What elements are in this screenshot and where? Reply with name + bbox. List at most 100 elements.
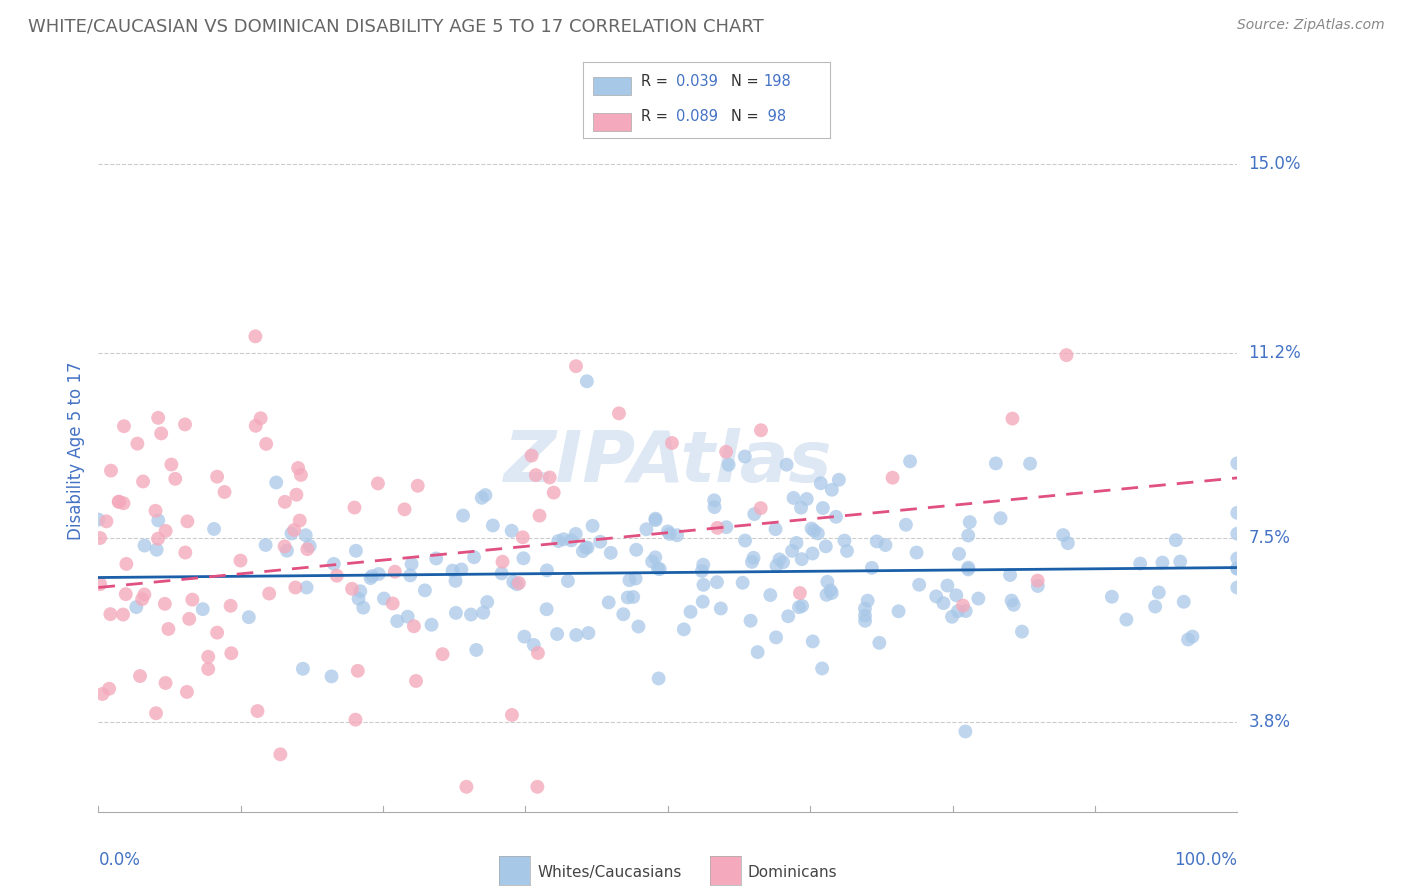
Bar (593, 77, 631, 95)
Point (742, 507, 765, 521)
Point (361, 569, 384, 583)
Point (957, 528, 980, 542)
Text: 198: 198 (763, 74, 790, 89)
Point (692, 578, 714, 592)
Point (134, 587, 156, 601)
Point (801, 634, 824, 648)
Point (322, 557, 344, 571)
Point (205, 625, 228, 640)
Point (131, 592, 153, 607)
Point (1056, 348, 1078, 362)
Point (814, 539, 837, 553)
Point (706, 575, 728, 590)
Point (690, 564, 713, 578)
Point (990, 511, 1012, 525)
Point (160, 458, 183, 472)
Point (741, 555, 763, 569)
Point (214, 485, 236, 500)
Point (894, 517, 917, 532)
Point (536, 563, 558, 577)
Point (657, 524, 679, 539)
Point (274, 495, 297, 509)
Point (326, 568, 349, 582)
Point (1226, 526, 1249, 541)
Point (1115, 613, 1137, 627)
Text: 15.0%: 15.0% (1249, 155, 1301, 173)
Point (546, 627, 568, 641)
Point (959, 515, 981, 529)
Point (780, 544, 803, 558)
Point (775, 458, 797, 472)
Point (526, 780, 548, 794)
Text: WHITE/CAUCASIAN VS DOMINICAN DISABILITY AGE 5 TO 17 CORRELATION CHART: WHITE/CAUCASIAN VS DOMINICAN DISABILITY … (28, 18, 763, 36)
Point (815, 588, 838, 602)
Point (599, 546, 621, 560)
Point (125, 600, 148, 615)
Point (1226, 581, 1249, 595)
Text: Dominicans: Dominicans (748, 865, 838, 880)
Point (672, 623, 695, 637)
Point (145, 542, 167, 557)
Point (89, 577, 111, 591)
Point (98, 681, 121, 696)
Point (273, 540, 295, 554)
Point (749, 423, 772, 437)
Point (543, 485, 565, 500)
Point (202, 522, 225, 536)
Point (405, 673, 427, 688)
Point (413, 583, 436, 598)
Point (527, 646, 550, 660)
Point (197, 662, 219, 676)
Point (491, 555, 513, 569)
Point (181, 592, 204, 607)
Point (1129, 557, 1152, 571)
Point (984, 456, 1007, 470)
Point (778, 609, 800, 624)
Point (834, 533, 856, 548)
Point (936, 578, 959, 592)
Point (734, 450, 756, 464)
Point (1173, 595, 1195, 609)
Point (710, 601, 733, 615)
Point (114, 587, 136, 601)
Point (381, 597, 404, 611)
Text: Whites/Caucasians: Whites/Caucasians (537, 865, 682, 880)
Point (575, 374, 598, 388)
Point (998, 568, 1021, 582)
Point (703, 493, 725, 508)
Point (1001, 411, 1024, 425)
Point (731, 575, 754, 590)
Point (853, 601, 876, 615)
Point (471, 491, 494, 505)
Point (465, 643, 488, 657)
Point (607, 406, 630, 420)
Point (1057, 536, 1080, 550)
Point (619, 573, 641, 587)
Point (474, 488, 496, 502)
Text: R =: R = (641, 109, 672, 124)
Point (297, 542, 319, 557)
Point (456, 780, 478, 794)
Point (346, 664, 368, 678)
Point (112, 607, 135, 622)
Point (245, 418, 267, 433)
Point (387, 614, 409, 628)
Point (221, 646, 243, 660)
Point (349, 584, 371, 599)
Point (955, 724, 977, 739)
Point (264, 475, 287, 490)
Point (742, 550, 765, 565)
Point (785, 536, 807, 550)
Point (945, 588, 967, 602)
Point (482, 518, 505, 533)
Point (815, 574, 838, 589)
Point (295, 581, 318, 595)
Point (787, 600, 810, 615)
Point (1011, 624, 1033, 639)
Point (875, 538, 897, 552)
Text: 0.089: 0.089 (675, 109, 717, 124)
Point (373, 591, 395, 606)
Point (155, 524, 177, 538)
Point (868, 636, 890, 650)
Point (557, 574, 579, 588)
